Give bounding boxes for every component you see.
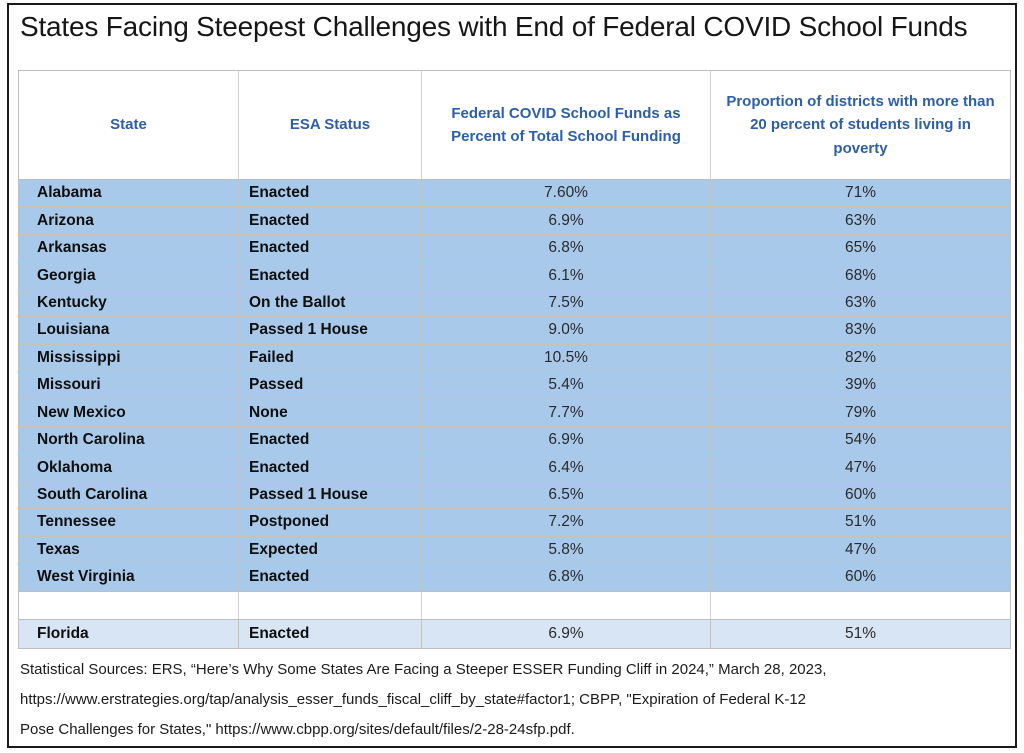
cell-esa-status: Enacted — [239, 234, 422, 262]
table-row: Missouri Passed 5.4% 39% — [19, 372, 1010, 400]
cell-funds-pct: 7.60% — [422, 180, 711, 207]
header-cell-0: State — [19, 71, 239, 179]
cell-funds-pct: 6.8% — [422, 234, 711, 262]
cell-poverty-pct: 83% — [844, 321, 877, 339]
cell-esa-status: Enacted — [239, 426, 422, 454]
cell-esa-status: Enacted — [239, 454, 422, 481]
cell-funds-pct: 6.9% — [422, 426, 711, 454]
source-note-line-2: https://www.erstrategies.org/tap/analysi… — [20, 691, 807, 708]
cell-state: Louisiana — [19, 317, 239, 344]
table-row: New Mexico None 7.7% 79% — [19, 399, 1010, 427]
table-header-row: State ESA Status Federal COVID School Fund… — [19, 71, 1010, 180]
cell-esa-status: None — [239, 399, 422, 426]
cell-poverty-pct: 54% — [844, 431, 877, 449]
table-row: Arizona Enacted 6.9% 63% — [19, 207, 1010, 235]
cell-poverty-pct: 65% — [844, 239, 877, 257]
cell-funds-pct: 7.2% — [422, 509, 711, 536]
source-note-line-3: Pose Challenges for States," https://www… — [20, 721, 575, 738]
cell-poverty-pct: 60% — [844, 486, 877, 504]
table-row: Louisiana Passed 1 House 9.0% 83% — [19, 317, 1010, 345]
table-row: Oklahoma Enacted 6.4% 47% — [19, 454, 1010, 482]
header-cell-3: Proportion of districts with more than 2… — [726, 93, 995, 157]
cell-funds-pct: 10.5% — [422, 344, 711, 372]
cell-poverty-pct: 51% — [844, 513, 877, 531]
cell-poverty-pct: 82% — [844, 348, 877, 366]
cell-funds-pct: 6.5% — [422, 481, 711, 509]
header-cell-2: Federal COVID School Funds as Percent of… — [422, 71, 711, 179]
cell-esa-status: Postponed — [239, 509, 422, 536]
cell-funds-pct: 6.4% — [422, 454, 711, 481]
cell-state: New Mexico — [19, 399, 239, 426]
table-row: South Carolina Passed 1 House 6.5% 60% — [19, 481, 1010, 510]
cell-state: Oklahoma — [19, 454, 239, 481]
cell-state: Missouri — [19, 372, 239, 399]
cell-poverty-pct: 47% — [844, 540, 877, 558]
cell-esa-status: Enacted — [239, 619, 422, 648]
cell-esa-status: Expected — [239, 536, 422, 564]
header-cell-1: ESA Status — [239, 71, 422, 179]
table-row: Kentucky On the Ballot 7.5% 63% — [19, 289, 1010, 318]
cell-poverty-pct: 63% — [844, 293, 877, 311]
cell-funds-pct — [422, 591, 711, 619]
cell-funds-pct: 7.5% — [422, 289, 711, 317]
cell-state: Mississippi — [19, 344, 239, 372]
cell-esa-status: Enacted — [239, 180, 422, 207]
cell-esa-status: Enacted — [239, 207, 422, 234]
cell-esa-status: Passed 1 House — [239, 317, 422, 344]
cell-state: Kentucky — [19, 289, 239, 317]
cell-state: Texas — [19, 536, 239, 564]
table-row: Georgia Enacted 6.1% 68% — [19, 262, 1010, 290]
cell-state: North Carolina — [19, 426, 239, 454]
cell-state: Georgia — [19, 262, 239, 289]
states-table: State ESA Status Federal COVID School Fund… — [18, 70, 1011, 649]
cell-funds-pct: 5.4% — [422, 372, 711, 399]
cell-state: West Virginia — [19, 564, 239, 591]
source-note-line-1: Statistical Sources: ERS, “Here’s Why So… — [20, 661, 827, 678]
cell-funds-pct: 6.8% — [422, 564, 711, 591]
cell-esa-status: Enacted — [239, 564, 422, 591]
cell-state: Arizona — [19, 207, 239, 234]
cell-esa-status: Failed — [239, 344, 422, 372]
table-row: North Carolina Enacted 6.9% 54% — [19, 426, 1010, 455]
cell-poverty-pct: 71% — [844, 184, 877, 202]
cell-esa-status: Passed — [239, 372, 422, 399]
cell-state: Alabama — [19, 180, 239, 207]
source-note: Statistical Sources: ERS, “Here’s Why So… — [20, 655, 1010, 745]
cell-funds-pct: 5.8% — [422, 536, 711, 564]
cell-state — [19, 591, 239, 619]
table-row: West Virginia Enacted 6.8% 60% — [19, 564, 1010, 592]
cell-esa-status: Enacted — [239, 262, 422, 289]
page-title: States Facing Steepest Challenges with E… — [20, 11, 968, 42]
cell-poverty-pct: 51% — [844, 624, 877, 642]
cell-poverty-pct: 68% — [844, 266, 877, 284]
cell-state: South Carolina — [19, 481, 239, 509]
cell-funds-pct: 9.0% — [422, 317, 711, 344]
table-row: Mississippi Failed 10.5% 82% — [19, 344, 1010, 373]
table-body: Alabama Enacted 7.60% 71% Arizona Enacted 6.9%… — [19, 180, 1010, 592]
table-row: Texas Expected 5.8% 47% — [19, 536, 1010, 565]
cell-funds-pct: 6.9% — [422, 619, 711, 648]
cell-funds-pct: 6.9% — [422, 207, 711, 234]
table-row-florida: Florida Enacted 6.9% 51% — [19, 619, 1010, 648]
cell-poverty-pct: 60% — [844, 568, 877, 586]
cell-esa-status: On the Ballot — [239, 289, 422, 317]
table-row: Alabama Enacted 7.60% 71% — [19, 180, 1010, 208]
cell-poverty-pct: 63% — [844, 211, 877, 229]
cell-state: Arkansas — [19, 234, 239, 262]
cell-poverty-pct: 39% — [844, 376, 877, 394]
cell-esa-status: Passed 1 House — [239, 481, 422, 509]
cell-poverty-pct — [711, 592, 1010, 619]
cell-state: Tennessee — [19, 509, 239, 536]
cell-funds-pct: 6.1% — [422, 262, 711, 289]
cell-poverty-pct: 47% — [844, 458, 877, 476]
cell-poverty-pct: 79% — [844, 403, 877, 421]
table-row: Tennessee Postponed 7.2% 51% — [19, 509, 1010, 537]
table-row: Arkansas Enacted 6.8% 65% — [19, 234, 1010, 263]
cell-esa-status — [239, 591, 422, 619]
table-spacer-row — [19, 591, 1010, 620]
cell-state: Florida — [19, 619, 239, 648]
cell-funds-pct: 7.7% — [422, 399, 711, 426]
